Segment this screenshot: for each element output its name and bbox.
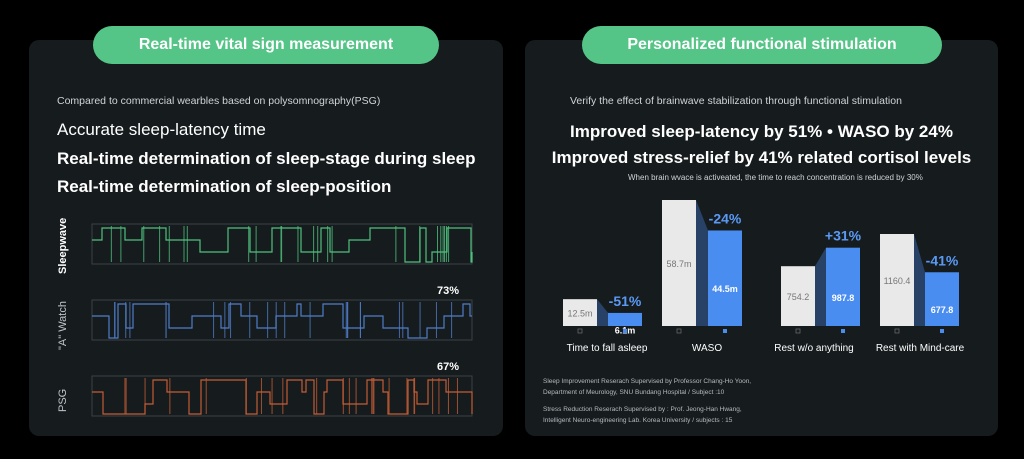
sleepwave-label: Sleepwave [57, 217, 69, 274]
footnote-sleep: Sleep Improvement Reserach Supervised by… [543, 376, 751, 398]
footnote-line: Sleep Improvement Reserach Supervised by… [543, 378, 752, 385]
stimulation-header: Personalized functional stimulation [582, 26, 942, 64]
footnote-line: Department of Meurology, SNU Bundang Hos… [543, 389, 725, 396]
feature-sleep-stage: Real-time determination of sleep-stage d… [57, 149, 476, 168]
feature-sleep-latency: Accurate sleep-latency time [57, 120, 266, 139]
feature-sleep-position: Real-time determination of sleep-positio… [57, 177, 392, 196]
a-watch-label: "A" Watch [57, 301, 69, 350]
footnote-line: Intelligent Neuro-engineering Lab. Korea… [543, 417, 733, 424]
concentration-note: When brain wvace is activeated, the time… [628, 173, 923, 182]
footnote-stress: Stress Reduction Reserach Supervised by … [543, 404, 742, 426]
right-panel [525, 40, 998, 436]
headline-stress: Improved stress-relief by 41% related co… [551, 148, 972, 167]
right-subtitle: Verify the effect of brainwave stabiliza… [570, 95, 902, 107]
headline-sleep: Improved sleep-latency by 51% • WASO by … [570, 122, 953, 141]
vital-sign-header: Real-time vital sign measurement [93, 26, 439, 64]
a-watch-accuracy: 73% [437, 285, 460, 297]
footnote-line: Stress Reduction Reserach Supervised by … [543, 406, 742, 413]
left-subtitle: Compared to commercial wearbles based on… [57, 95, 381, 107]
psg-label: PSG [57, 388, 69, 412]
psg-accuracy: 67% [437, 361, 460, 373]
